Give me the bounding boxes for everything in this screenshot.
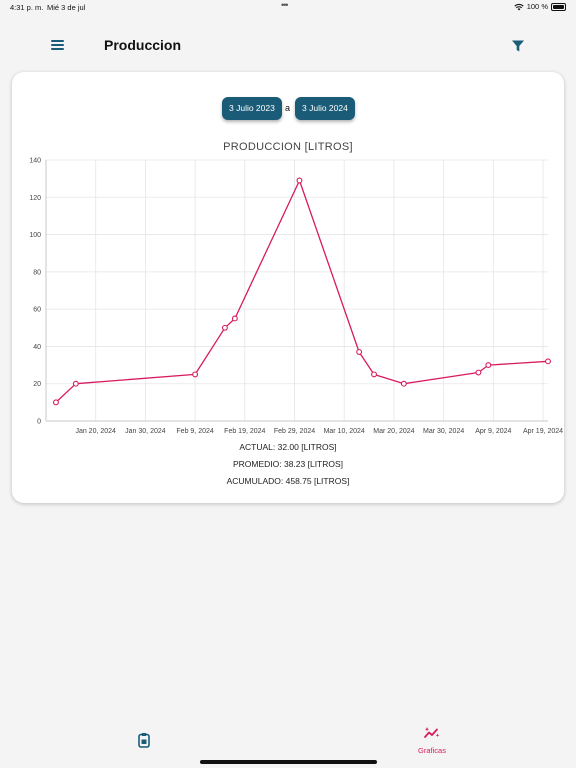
data-point	[192, 371, 199, 378]
chart-grid	[46, 159, 548, 422]
x-tick-label: Mar 20, 2024	[373, 428, 414, 435]
chart-series	[52, 177, 551, 406]
date-range-separator: a	[285, 103, 291, 113]
status-right: 100 %	[514, 2, 566, 11]
data-point	[296, 177, 303, 184]
wifi-icon	[514, 3, 524, 10]
data-point	[52, 399, 59, 406]
line-chart: 0 20 40 60 80 100 120 140 Jan 20, 2024 Jan 30, 20…	[29, 158, 563, 436]
stat-acumulado: ACUMULADO: 458.75 [LITROS]	[226, 476, 350, 486]
clipboard-icon[interactable]	[134, 730, 154, 750]
stat-promedio: PROMEDIO: 38.23 [LITROS]	[232, 459, 344, 469]
data-point	[356, 349, 363, 355]
x-tick-label: Apr 9, 2024	[475, 428, 511, 435]
data-point	[231, 315, 238, 322]
bottom-navigation: Graficas	[0, 718, 576, 768]
status-date: Mié 3 de jul	[47, 3, 86, 12]
data-point	[400, 380, 407, 387]
app-bar: Produccion	[0, 26, 576, 66]
battery-percent: 100 %	[526, 2, 548, 11]
y-tick-label: 60	[33, 307, 41, 314]
sparkle-chart-icon	[424, 727, 440, 738]
stat-actual: ACTUAL: 32.00 [LITROS]	[239, 442, 337, 452]
chart-card: 3 Julio 2023 a 3 Julio 2024 PRODUCCION […	[12, 72, 564, 503]
data-point	[545, 358, 551, 365]
start-date-button[interactable]: 3 Julio 2023	[222, 97, 282, 120]
end-date-button[interactable]: 3 Julio 2024	[295, 97, 355, 120]
home-indicator	[200, 760, 377, 764]
data-point	[475, 369, 482, 376]
x-tick-label: Mar 10, 2024	[324, 428, 365, 435]
data-point	[221, 324, 228, 331]
y-tick-label: 0	[37, 419, 41, 426]
data-point	[72, 380, 79, 387]
status-bar: 4:31 p. m. Mié 3 de jul ••• 100 %	[0, 0, 576, 14]
nav-graficas[interactable]: Graficas	[408, 726, 456, 758]
page-title: Produccion	[104, 37, 182, 53]
data-point	[371, 371, 377, 378]
chart-title: PRODUCCION [LITROS]	[223, 141, 353, 153]
data-point	[485, 362, 492, 369]
x-tick-label: Feb 9, 2024	[176, 428, 213, 435]
x-tick-label: Feb 29, 2024	[274, 428, 315, 435]
x-tick-label: Jan 30, 2024	[125, 428, 166, 435]
y-tick-label: 100	[29, 232, 41, 239]
x-tick-label: Jan 20, 2024	[75, 428, 116, 435]
filter-icon[interactable]	[511, 39, 525, 53]
multitasking-dots[interactable]: •••	[281, 0, 289, 10]
nav-graficas-label: Graficas	[418, 746, 446, 755]
y-tick-label: 120	[29, 195, 41, 202]
series-line	[55, 179, 549, 403]
x-tick-label: Mar 30, 2024	[423, 428, 464, 435]
status-time: 4:31 p. m.	[10, 3, 44, 12]
x-tick-label: Apr 19, 2024	[523, 428, 563, 435]
y-tick-label: 40	[33, 344, 41, 351]
hamburger-menu-icon[interactable]	[51, 39, 65, 51]
battery-icon	[551, 2, 566, 11]
y-tick-label: 140	[29, 158, 41, 165]
y-tick-label: 20	[33, 381, 41, 388]
chart-axes: 0 20 40 60 80 100 120 140 Jan 20, 2024 Jan 30, 20…	[29, 158, 563, 436]
x-tick-label: Feb 19, 2024	[224, 428, 265, 435]
y-tick-label: 80	[33, 269, 41, 276]
